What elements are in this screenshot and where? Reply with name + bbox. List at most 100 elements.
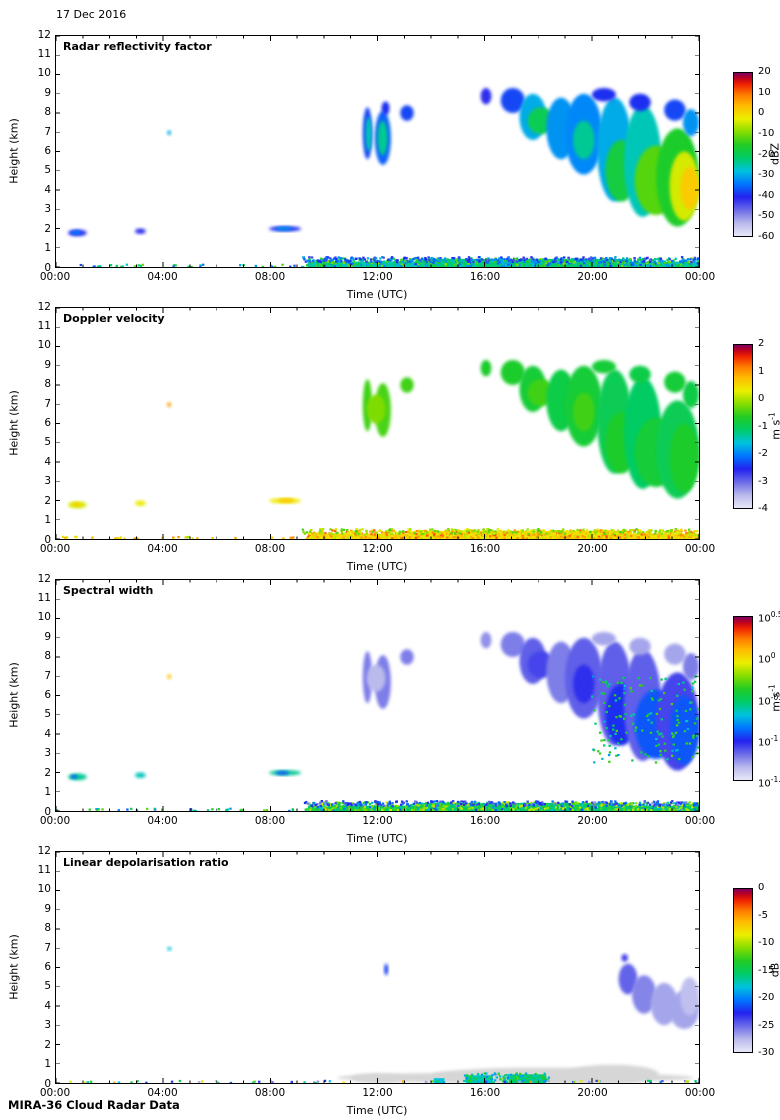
y-tick-label: 2	[44, 222, 51, 235]
y-tick-label: 9	[44, 902, 51, 915]
x-tick-label: 08:00	[254, 543, 286, 555]
colorbar-tick-label: -3	[758, 475, 768, 487]
ldr-plot-area: Linear depolarisation ratio	[55, 851, 700, 1084]
colorbar	[733, 616, 753, 781]
x-tick-label: 08:00	[254, 1087, 286, 1099]
y-tick-label: 6	[44, 961, 51, 973]
panel-title: Doppler velocity	[63, 312, 165, 325]
y-tick-label: 11	[37, 319, 51, 332]
y-tick-label: 9	[44, 86, 51, 99]
y-tick-label: 4	[44, 999, 51, 1012]
colorbar-tick-label: 20	[758, 66, 771, 77]
x-tick-label: 00:00	[684, 271, 716, 283]
colorbar-tick-label: -10	[758, 937, 775, 948]
colorbar-unit-label: m s-1	[767, 412, 780, 439]
y-tick-label: 1	[44, 786, 51, 799]
colorbar-tick-label: -4	[758, 503, 768, 514]
colorbar-tick-label: 2	[758, 338, 765, 349]
y-tick-label: 10	[37, 339, 51, 352]
x-tick-label: 12:00	[362, 543, 393, 555]
x-tick-label: 16:00	[469, 271, 501, 283]
colorbar-tick-label: -50	[758, 210, 775, 222]
y-tick-label: 0	[44, 261, 51, 274]
colorbar-tick-label: -1	[758, 420, 768, 432]
y-tick-label: 4	[44, 727, 51, 740]
y-tick-label: 3	[44, 475, 51, 488]
y-tick-label: 7	[44, 125, 51, 138]
spectral-width-heatmap	[56, 580, 699, 811]
y-tick-label: 1	[44, 1058, 51, 1071]
y-tick-label: 7	[44, 941, 51, 954]
y-tick-label: 6	[44, 689, 51, 701]
colorbar-tick-label: 1	[758, 365, 765, 377]
y-tick-label: 2	[44, 494, 51, 507]
colorbar-tick-label: 10	[758, 86, 771, 98]
panel-spectral-width: Spectral width Height (km) Time (UTC) m …	[0, 573, 780, 852]
colorbar	[733, 344, 753, 509]
y-tick-label: 4	[44, 183, 51, 196]
y-tick-label: 2	[44, 766, 51, 779]
y-tick-label: 5	[44, 164, 51, 177]
y-tick-label: 7	[44, 669, 51, 682]
x-tick-label: 20:00	[577, 815, 608, 827]
y-tick-label: 10	[37, 67, 51, 80]
panel-doppler-velocity: Doppler velocity Height (km) Time (UTC) …	[0, 301, 780, 580]
x-tick-label: 12:00	[362, 271, 393, 283]
y-tick-label: 10	[37, 883, 51, 896]
panel-linear-depolarisation-ratio: Linear depolarisation ratio Height (km) …	[0, 845, 780, 1120]
time-axis-label: Time (UTC)	[346, 1104, 408, 1117]
colorbar-tick-label: 0	[758, 393, 765, 404]
y-tick-label: 3	[44, 747, 51, 760]
reflectivity-heatmap	[56, 36, 699, 267]
y-tick-label: 0	[44, 805, 51, 818]
x-tick-label: 12:00	[362, 815, 393, 827]
y-tick-label: 7	[44, 397, 51, 410]
y-tick-label: 8	[44, 650, 51, 663]
time-axis-label: Time (UTC)	[346, 288, 408, 301]
y-tick-label: 5	[44, 436, 51, 449]
colorbar-tick-label: -20	[758, 148, 775, 160]
x-tick-label: 16:00	[469, 1087, 501, 1099]
x-tick-label: 16:00	[469, 815, 501, 827]
date-label: 17 Dec 2016	[56, 8, 127, 21]
y-tick-label: 12	[37, 28, 51, 41]
y-tick-label: 12	[37, 300, 51, 313]
instrument-caption: MIRA-36 Cloud Radar Data	[8, 1098, 180, 1112]
y-tick-label: 1	[44, 514, 51, 527]
colorbar-tick-label: 100	[758, 651, 776, 666]
y-tick-label: 10	[37, 611, 51, 624]
colorbar-tick-label: -40	[758, 189, 775, 201]
colorbar-tick-label: -25	[758, 1019, 775, 1031]
y-tick-label: 5	[44, 980, 51, 993]
colorbar-tick-label: 10-1	[758, 733, 779, 749]
colorbar-tick-label: -10	[758, 127, 775, 139]
colorbar-tick-label: 0	[758, 107, 765, 119]
colorbar-tick-label: 0	[758, 882, 765, 893]
y-tick-label: 8	[44, 106, 51, 119]
time-axis-label: Time (UTC)	[346, 832, 408, 845]
colorbar-tick-label: -30	[758, 1047, 775, 1058]
panel-radar-reflectivity: Radar reflectivity factor Height (km) Ti…	[0, 29, 780, 308]
y-tick-label: 0	[44, 1077, 51, 1090]
y-tick-label: 11	[37, 863, 51, 876]
x-tick-label: 00:00	[39, 1087, 71, 1099]
x-tick-label: 00:00	[39, 271, 71, 283]
x-tick-label: 20:00	[577, 543, 608, 555]
y-tick-label: 0	[44, 533, 51, 546]
y-tick-label: 9	[44, 630, 51, 643]
reflectivity-plot-area: Radar reflectivity factor	[55, 35, 700, 268]
x-tick-label: 16:00	[469, 543, 501, 555]
x-tick-label: 04:00	[147, 543, 178, 555]
y-tick-label: 5	[44, 708, 51, 721]
colorbar-tick-label: 10-0.5	[758, 692, 780, 707]
panel-title: Radar reflectivity factor	[63, 40, 212, 53]
colorbar-tick-label: -20	[758, 992, 775, 1003]
colorbar	[733, 72, 753, 237]
panel-title: Linear depolarisation ratio	[63, 856, 229, 869]
x-tick-label: 00:00	[684, 1087, 716, 1099]
colorbar-tick-label: -15	[758, 964, 775, 976]
x-tick-label: 00:00	[39, 543, 71, 555]
y-tick-label: 6	[44, 417, 51, 429]
x-tick-label: 00:00	[684, 815, 716, 827]
